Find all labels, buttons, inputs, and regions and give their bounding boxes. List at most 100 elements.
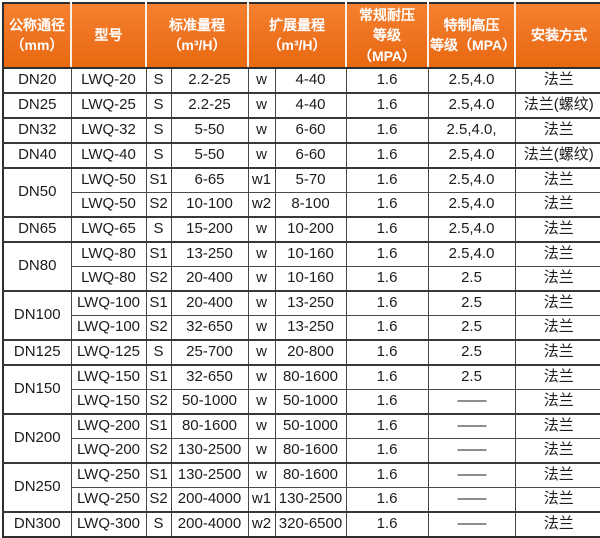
cell-extended-grade: w2 [247,191,276,218]
cell-standard-grade: S1 [145,363,172,390]
cell-standard-range: 32-650 [170,363,249,390]
table-row: DN32 LWQ-32 S 5-50 w 6-60 1.6 2.5,4.0, 法兰 [2,116,600,144]
cell-standard-range: 2.2-25 [170,66,249,94]
cell-high-pressure: —— [427,412,516,439]
cell-high-pressure: 2.5,4.0, [427,116,516,144]
cell-high-pressure: —— [427,510,516,538]
cell-install: 法兰 [514,412,600,439]
cell-install: 法兰 [514,486,600,513]
cell-extended-grade: w [247,412,276,439]
cell-standard-grade: S [145,141,172,169]
cell-standard-range: 130-2500 [170,461,249,488]
cell-standard-grade: S1 [145,461,172,488]
cell-install: 法兰(螺纹) [514,141,600,169]
cell-high-pressure: 2.5 [427,338,516,366]
cell-pressure: 1.6 [345,91,429,119]
cell-standard-grade: S1 [145,166,172,193]
cell-extended-range: 8-100 [274,191,347,218]
cell-standard-range: 130-2500 [170,437,249,464]
cell-extended-range: 6-60 [274,141,347,169]
cell-standard-grade: S [145,116,172,144]
cell-model: LWQ-250 [70,486,147,513]
cell-pressure: 1.6 [345,166,429,193]
cell-standard-range: 80-1600 [170,412,249,439]
cell-diameter: DN100 [2,289,72,341]
cell-high-pressure: —— [427,388,516,415]
cell-pressure: 1.6 [345,338,429,366]
cell-standard-grade: S1 [145,240,172,267]
cell-extended-range: 6-60 [274,116,347,144]
cell-pressure: 1.6 [345,388,429,415]
cell-high-pressure: 2.5,4.0 [427,66,516,94]
header-install: 安装方式 [514,2,600,69]
cell-standard-range: 2.2-25 [170,91,249,119]
table-row: DN40 LWQ-40 S 5-50 w 6-60 1.6 2.5,4.0 法兰(螺纹) [2,141,600,169]
table-row: DN25 LWQ-25 S 2.2-25 w 4-40 1.6 2.5,4.0 法兰(螺纹) [2,91,600,119]
cell-pressure: 1.6 [345,510,429,538]
cell-pressure: 1.6 [345,314,429,341]
cell-high-pressure: 2.5,4.0 [427,141,516,169]
cell-high-pressure: 2.5,4.0 [427,91,516,119]
cell-extended-range: 13-250 [274,314,347,341]
cell-pressure: 1.6 [345,66,429,94]
cell-install: 法兰(螺纹) [514,91,600,119]
cell-install: 法兰 [514,215,600,243]
cell-extended-range: 130-2500 [274,486,347,513]
table-row: DN20 LWQ-20 S 2.2-25 w 4-40 1.6 2.5,4.0 法兰 [2,66,600,94]
cell-standard-range: 200-4000 [170,486,249,513]
cell-standard-grade: S2 [145,437,172,464]
cell-extended-range: 10-160 [274,265,347,292]
cell-standard-grade: S1 [145,289,172,316]
cell-standard-range: 6-65 [170,166,249,193]
cell-extended-grade: w [247,437,276,464]
cell-pressure: 1.6 [345,116,429,144]
cell-extended-grade: w [247,66,276,94]
header-row: 公称通径 （mm） 型号 标准量程 （m³/H） 扩展量程 （m³/H） 常规耐… [2,2,600,69]
cell-extended-range: 10-200 [274,215,347,243]
cell-high-pressure: —— [427,437,516,464]
header-model: 型号 [70,2,147,69]
cell-pressure: 1.6 [345,191,429,218]
table-row: DN50 LWQ-50 S1 6-65 w1 5-70 1.6 2.5,4.0 法兰 [2,166,600,218]
header-extended-range: 扩展量程 （m³/H） [247,2,347,69]
cell-standard-range: 200-4000 [170,510,249,538]
cell-model: LWQ-40 [70,141,147,169]
cell-standard-grade: S2 [145,191,172,218]
cell-pressure: 1.6 [345,461,429,488]
cell-standard-range: 32-650 [170,314,249,341]
cell-extended-grade: w [247,314,276,341]
cell-model: LWQ-200 [70,412,147,439]
cell-standard-grade: S [145,510,172,538]
cell-install: 法兰 [514,166,600,193]
cell-extended-grade: w [247,240,276,267]
cell-high-pressure: 2.5,4.0 [427,215,516,243]
table-row: DN300 LWQ-300 S 200-4000 w2 320-6500 1.6 —— 法兰 [2,510,600,538]
cell-model: LWQ-200 [70,437,147,464]
cell-install: 法兰 [514,363,600,390]
cell-standard-grade: S1 [145,412,172,439]
cell-pressure: 1.6 [345,437,429,464]
cell-extended-range: 20-800 [274,338,347,366]
cell-pressure: 1.6 [345,265,429,292]
cell-model: LWQ-50 [70,191,147,218]
cell-install: 法兰 [514,338,600,366]
table-row: DN150 LWQ-150 S1 32-650 w 80-1600 1.6 2.5 法兰 [2,363,600,415]
cell-diameter: DN80 [2,240,72,292]
cell-extended-range: 5-70 [274,166,347,193]
cell-diameter: DN150 [2,363,72,415]
cell-diameter: DN20 [2,66,72,94]
cell-model: LWQ-50 [70,166,147,193]
cell-model: LWQ-150 [70,363,147,390]
cell-install: 法兰 [514,388,600,415]
table-row: LWQ-250 S2 200-4000 w1 130-2500 1.6 —— 法兰 [3,486,600,513]
cell-extended-range: 80-1600 [274,461,347,488]
cell-standard-grade: S2 [145,388,172,415]
cell-extended-range: 80-1600 [274,363,347,390]
cell-extended-range: 50-1000 [274,412,347,439]
cell-diameter: DN200 [2,412,72,464]
cell-model: LWQ-150 [70,388,147,415]
cell-model: LWQ-125 [70,338,147,366]
cell-high-pressure: 2.5,4.0 [427,240,516,267]
cell-install: 法兰 [514,265,600,292]
cell-extended-range: 4-40 [274,66,347,94]
